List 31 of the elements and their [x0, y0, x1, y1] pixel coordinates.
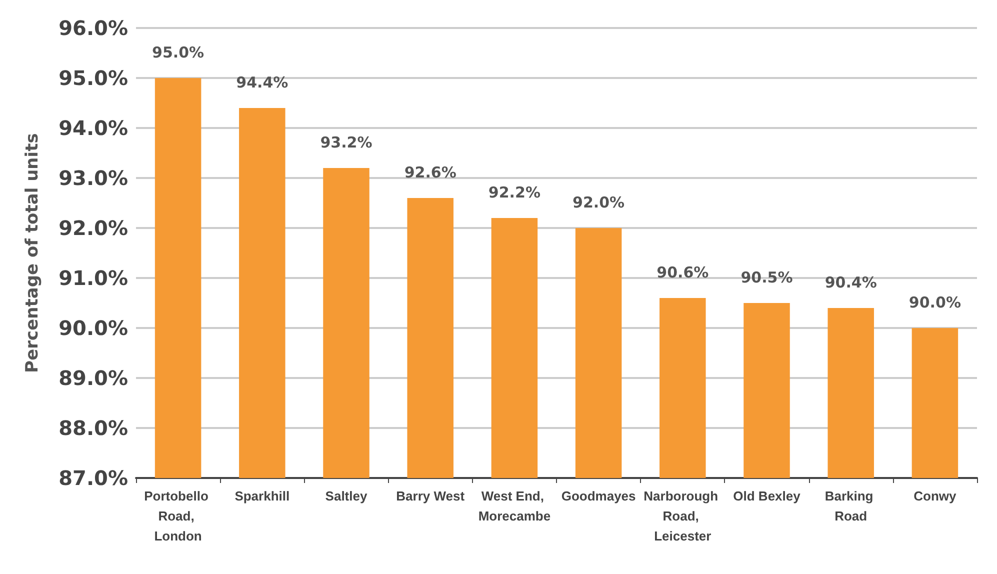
data-label: 92.6%	[404, 164, 456, 182]
x-tick-label: Old Bexley	[733, 488, 802, 504]
data-label: 90.6%	[656, 264, 709, 282]
data-label: 90.5%	[740, 268, 793, 286]
data-label: 90.4%	[824, 274, 877, 292]
data-label: 93.2%	[320, 134, 372, 152]
x-tick-label: Conwy	[914, 488, 958, 504]
data-label: 95.0%	[152, 44, 204, 62]
y-tick-label: 92.0%	[58, 216, 128, 240]
x-tick-label: Portobello Road, London	[144, 488, 212, 544]
data-label: 90.0%	[908, 294, 961, 312]
y-tick-label: 91.0%	[58, 266, 128, 290]
x-tick-label: Barry West	[396, 488, 466, 504]
x-tick-label: West End, Morecambe	[478, 488, 551, 524]
y-tick-label: 94.0%	[58, 116, 128, 140]
y-tick-label: 95.0%	[58, 66, 128, 90]
x-tick-label: Narborough Road, Leicester	[644, 488, 722, 544]
y-tick-label: 96.0%	[58, 16, 128, 40]
data-label: 94.4%	[236, 74, 288, 92]
x-tick-label: Goodmayes	[561, 488, 636, 504]
y-tick-label: 90.0%	[58, 316, 128, 340]
x-tick-label: Saltley	[325, 488, 368, 504]
y-tick-label: 93.0%	[58, 166, 128, 190]
y-axis-title: Percentage of total units	[22, 133, 42, 373]
y-tick-label: 87.0%	[58, 466, 128, 490]
data-label: 92.0%	[572, 194, 625, 212]
y-tick-label: 89.0%	[58, 366, 128, 390]
x-tick-label: Sparkhill	[234, 488, 290, 504]
x-tick-label: Barking Road	[824, 488, 877, 524]
y-tick-label: 88.0%	[58, 416, 128, 440]
data-label: 92.2%	[488, 184, 540, 202]
